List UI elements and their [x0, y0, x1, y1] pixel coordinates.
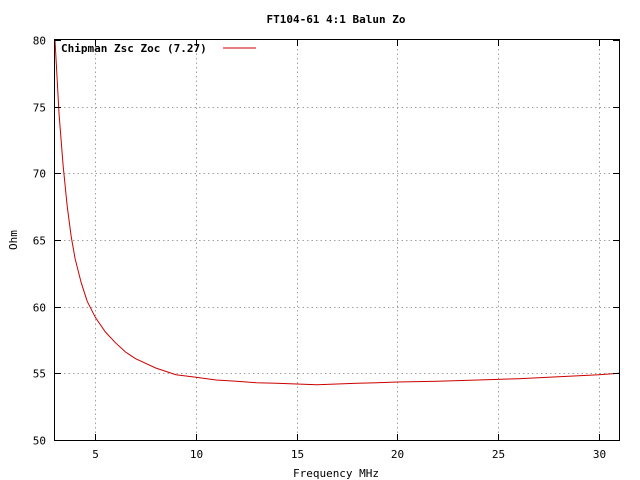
- legend: Chipman Zsc Zoc (7.27): [61, 42, 256, 55]
- x-tick-label: 10: [190, 448, 203, 461]
- y-tick-label: 75: [33, 102, 46, 115]
- chart-title: FT104-61 4:1 Balun Zo: [266, 13, 405, 26]
- legend-label: Chipman Zsc Zoc (7.27): [61, 42, 207, 55]
- y-tick-label: 80: [33, 35, 46, 48]
- x-tick-label: 5: [92, 448, 99, 461]
- y-axis-label: Ohm: [7, 230, 20, 250]
- y-tick-labels: 50 55 60 65 70 75 80: [33, 35, 46, 448]
- y-tick-label: 50: [33, 435, 46, 448]
- plot-area: [54, 39, 620, 386]
- y-tick-label: 65: [33, 235, 46, 248]
- x-tick-label: 20: [391, 448, 404, 461]
- x-tick-label: 15: [291, 448, 304, 461]
- x-tick-label: 30: [593, 448, 606, 461]
- y-tick-label: 55: [33, 368, 46, 381]
- plot-frame: [54, 39, 620, 441]
- x-axis-label: Frequency MHz: [293, 467, 379, 480]
- grid-lines: [55, 40, 619, 440]
- y-tick-label: 70: [33, 168, 46, 181]
- x-tick-label: 25: [492, 448, 505, 461]
- x-tick-labels: 5 10 15 20 25 30: [92, 448, 606, 461]
- axis-ticks: [55, 40, 619, 441]
- y-tick-label: 60: [33, 302, 46, 315]
- series-line-0: [54, 39, 620, 386]
